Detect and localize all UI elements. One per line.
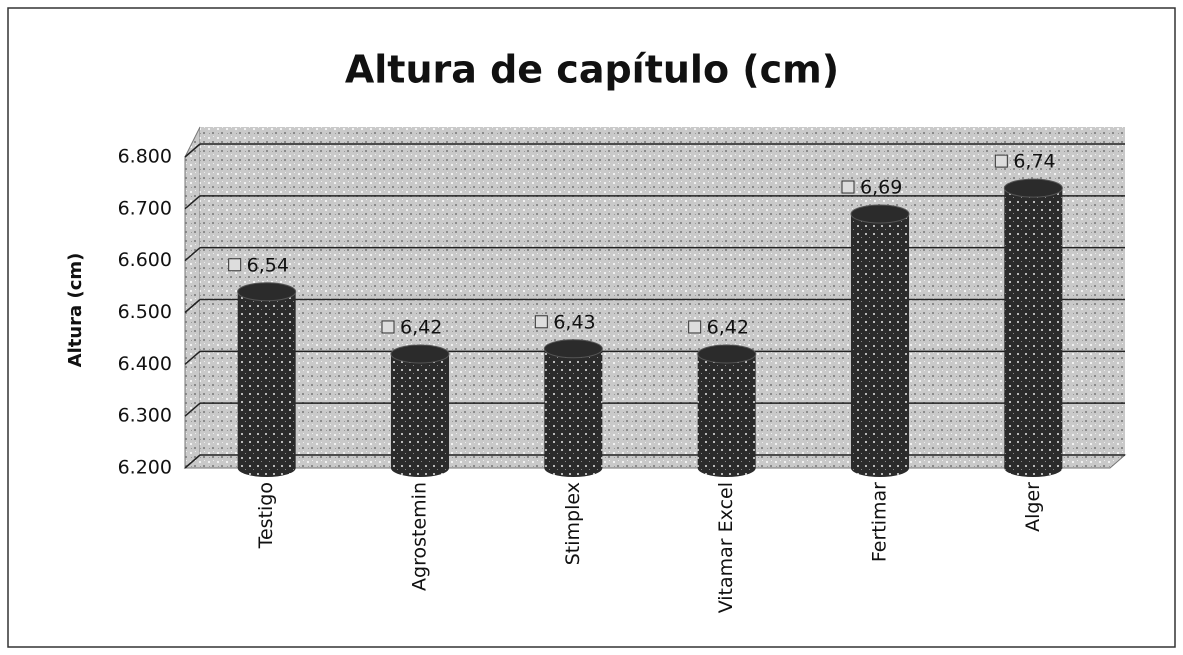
label-icon — [228, 258, 242, 272]
y-tick-label: 6.300 — [118, 405, 172, 427]
bar-base — [544, 459, 603, 477]
data-label: 6,69 — [860, 177, 902, 199]
grid-line-side — [184, 143, 201, 158]
bar-cap — [697, 344, 757, 364]
data-label: 6,74 — [1013, 151, 1055, 173]
x-tick-label: Agrostemin — [409, 482, 431, 591]
data-label: 6,42 — [400, 316, 442, 338]
y-tick-label: 6.200 — [118, 457, 172, 479]
bar-base — [697, 459, 756, 477]
label-icon — [994, 154, 1008, 168]
bar — [1004, 188, 1063, 468]
y-tick-label: 6.600 — [118, 249, 172, 271]
data-label: 6,43 — [553, 311, 595, 333]
bar-cap — [237, 282, 297, 302]
y-tick-label: 6.800 — [118, 146, 172, 168]
grid-line-side — [184, 195, 201, 210]
bar-base — [851, 459, 909, 477]
y-tick-label: 6.500 — [118, 301, 172, 323]
label-icon — [534, 315, 548, 329]
grid-line-side — [184, 298, 201, 314]
bar-cap — [1003, 178, 1063, 198]
grid-line-side — [184, 402, 201, 417]
x-tick-label: Vitamar Excel — [715, 482, 737, 613]
bar — [237, 291, 296, 468]
label-icon — [688, 320, 702, 334]
x-tick-label: Stimplex — [562, 482, 584, 565]
label-icon — [381, 320, 395, 334]
bar-base — [391, 459, 449, 477]
bar-cap — [850, 204, 910, 224]
bar — [391, 353, 449, 468]
bar-base — [237, 459, 296, 477]
x-tick-label: Fertimar — [869, 482, 891, 562]
bar-cap — [390, 344, 450, 364]
side-wall — [184, 126, 201, 470]
y-tick-label: 6.700 — [118, 197, 172, 219]
floor — [183, 454, 1127, 469]
bar-base — [1004, 459, 1063, 477]
grid-line-side — [184, 247, 201, 262]
back-wall — [200, 127, 1125, 455]
bar-cap — [543, 339, 603, 359]
grid-line-side — [184, 454, 201, 469]
bar — [544, 348, 603, 468]
bar — [697, 353, 756, 468]
x-tick-label: Testigo — [255, 482, 277, 549]
data-label: 6,54 — [247, 254, 289, 276]
y-tick-label: 6.400 — [118, 353, 172, 375]
data-label: 6,42 — [707, 316, 749, 338]
y-axis-title: Altura (cm) — [65, 253, 86, 368]
bar — [851, 214, 909, 468]
chart-title: Altura de capítulo (cm) — [345, 48, 839, 92]
grid-line-side — [184, 350, 201, 365]
label-icon — [841, 180, 855, 194]
x-tick-label: Alger — [1022, 482, 1044, 532]
